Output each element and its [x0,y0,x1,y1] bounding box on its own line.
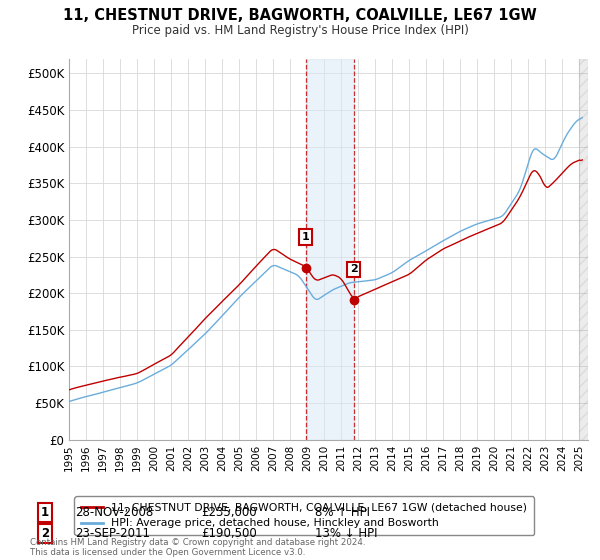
Bar [580,59,588,440]
Text: 28-NOV-2008: 28-NOV-2008 [75,506,153,519]
Text: 2: 2 [350,264,358,274]
Text: 8% ↑ HPI: 8% ↑ HPI [315,506,370,519]
Text: Contains HM Land Registry data © Crown copyright and database right 2024.
This d: Contains HM Land Registry data © Crown c… [30,538,365,557]
Bar [305,59,353,440]
Text: £235,000: £235,000 [201,506,257,519]
Text: 23-SEP-2011: 23-SEP-2011 [75,526,150,540]
Text: 1: 1 [41,506,49,519]
Text: £190,500: £190,500 [201,526,257,540]
Text: 13% ↓ HPI: 13% ↓ HPI [315,526,377,540]
Text: 2: 2 [41,526,49,540]
Text: 11, CHESTNUT DRIVE, BAGWORTH, COALVILLE, LE67 1GW: 11, CHESTNUT DRIVE, BAGWORTH, COALVILLE,… [63,8,537,24]
Text: 1: 1 [302,232,310,242]
Legend: 11, CHESTNUT DRIVE, BAGWORTH, COALVILLE, LE67 1GW (detached house), HPI: Average: 11, CHESTNUT DRIVE, BAGWORTH, COALVILLE,… [74,496,534,535]
Text: Price paid vs. HM Land Registry's House Price Index (HPI): Price paid vs. HM Land Registry's House … [131,24,469,36]
